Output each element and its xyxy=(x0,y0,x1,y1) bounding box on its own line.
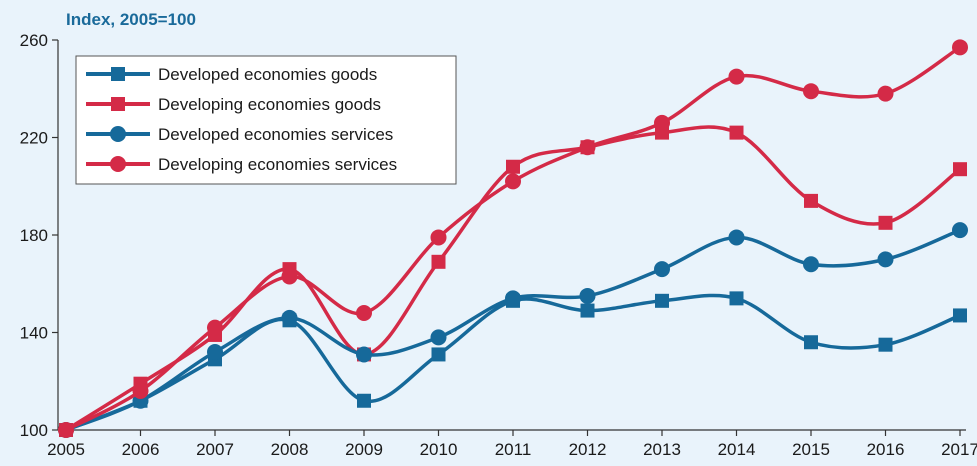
data-point xyxy=(804,335,818,350)
data-point xyxy=(580,303,595,318)
x-tick-label: 2017 xyxy=(941,440,977,459)
data-point xyxy=(579,139,596,156)
x-tick-label: 2012 xyxy=(569,440,607,459)
data-point xyxy=(654,114,670,131)
legend-marker xyxy=(110,126,126,142)
y-tick-label: 100 xyxy=(20,421,48,440)
data-point xyxy=(430,229,447,246)
data-point xyxy=(728,229,745,246)
data-point xyxy=(878,337,893,352)
data-point xyxy=(281,309,298,326)
data-point xyxy=(132,383,149,399)
data-point xyxy=(207,344,223,360)
data-point xyxy=(804,193,818,208)
legend-label: Developed economies goods xyxy=(158,65,377,84)
x-tick-label: 2006 xyxy=(122,440,160,459)
legend-label: Developing economies services xyxy=(158,155,397,174)
legend-marker xyxy=(111,97,125,111)
data-point xyxy=(953,308,967,323)
series-line xyxy=(65,228,961,432)
y-tick-label: 140 xyxy=(20,324,48,343)
data-point xyxy=(356,346,372,363)
x-tick-label: 2015 xyxy=(792,440,830,459)
legend-label: Developed economies services xyxy=(158,125,393,144)
data-point xyxy=(505,173,521,190)
plot-area xyxy=(58,39,968,438)
legend: Developed economies goods Developing econ… xyxy=(75,55,457,185)
data-point xyxy=(952,222,968,239)
data-point xyxy=(58,422,74,438)
x-tick-label: 2011 xyxy=(495,440,532,459)
data-point xyxy=(431,254,446,269)
data-point xyxy=(430,329,447,346)
data-point xyxy=(803,83,819,100)
data-point xyxy=(953,162,967,177)
data-point xyxy=(729,291,744,306)
x-tick-label: 2010 xyxy=(420,440,458,459)
y-axis: 100 140 180 220 260 xyxy=(20,31,58,440)
x-tick-label: 2013 xyxy=(643,440,681,459)
legend-marker xyxy=(111,67,125,81)
data-point xyxy=(281,268,298,285)
data-point xyxy=(655,293,669,308)
x-tick-label: 2014 xyxy=(718,440,756,459)
data-point xyxy=(729,125,744,140)
x-axis: 2005 2006 2007 2008 2009 2010 2011 2012 2013 2014… xyxy=(47,430,977,459)
x-tick-label: 2016 xyxy=(867,440,905,459)
legend-label: Developing economies goods xyxy=(158,95,381,114)
x-tick-label: 2007 xyxy=(196,440,234,459)
y-unit-label: Index, 2005=100 xyxy=(66,10,196,29)
data-point xyxy=(579,287,596,304)
data-point xyxy=(356,305,372,321)
y-tick-label: 220 xyxy=(20,129,48,148)
data-point xyxy=(207,319,223,336)
data-point xyxy=(877,251,894,268)
data-point xyxy=(878,215,893,230)
data-point xyxy=(357,393,371,408)
x-tick-label: 2009 xyxy=(345,440,383,459)
data-point xyxy=(505,290,521,307)
x-tick-label: 2008 xyxy=(271,440,309,459)
series-3 xyxy=(58,222,968,438)
data-point xyxy=(952,39,968,56)
y-tick-label: 260 xyxy=(20,31,48,50)
legend-marker xyxy=(110,156,126,172)
x-tick-label: 2005 xyxy=(47,440,85,459)
data-point xyxy=(431,347,446,362)
data-point xyxy=(728,68,745,85)
series-4 xyxy=(58,39,968,438)
data-point xyxy=(877,85,894,102)
data-point xyxy=(654,261,670,278)
data-point xyxy=(506,159,520,174)
data-point xyxy=(803,256,819,273)
y-tick-label: 180 xyxy=(20,226,48,245)
